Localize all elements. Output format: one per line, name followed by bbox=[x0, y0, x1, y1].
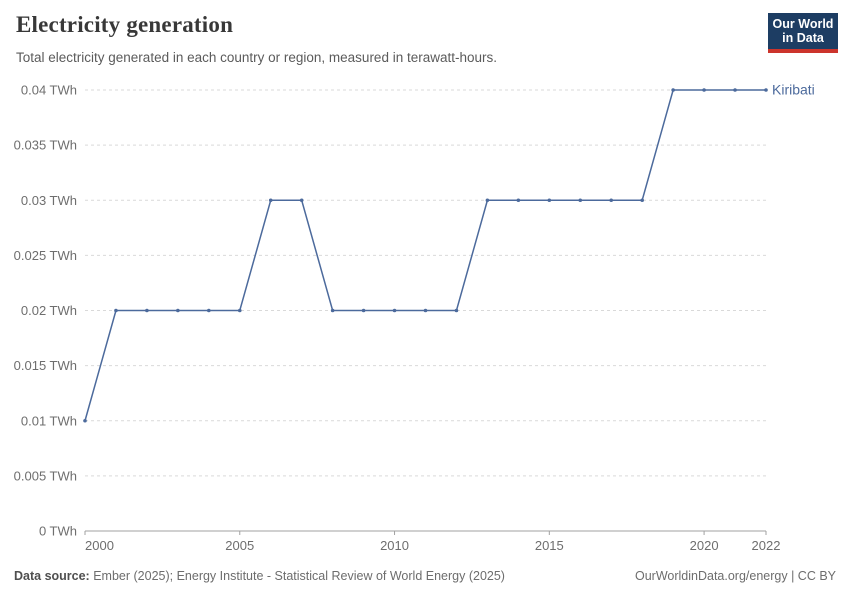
data-point[interactable] bbox=[640, 198, 644, 203]
y-tick-label: 0.04 TWh bbox=[21, 83, 77, 98]
y-tick-label: 0.025 TWh bbox=[14, 248, 77, 263]
page-title: Electricity generation bbox=[16, 12, 234, 37]
x-tick-label: 2015 bbox=[535, 538, 564, 553]
x-tick-label: 2020 bbox=[690, 538, 719, 553]
data-source-label: Data source: bbox=[14, 569, 90, 583]
license-note: OurWorldinData.org/energy | CC BY bbox=[634, 569, 836, 583]
data-point[interactable] bbox=[330, 308, 335, 313]
y-tick-label: 0.005 TWh bbox=[14, 468, 77, 483]
data-source-note: Data source: Ember (2025); Energy Instit… bbox=[14, 569, 505, 583]
data-point[interactable] bbox=[207, 308, 211, 313]
data-point[interactable] bbox=[145, 308, 149, 313]
data-point[interactable] bbox=[485, 198, 490, 203]
data-point[interactable] bbox=[671, 88, 675, 92]
data-point[interactable] bbox=[83, 418, 87, 423]
y-tick-label: 0 TWh bbox=[39, 524, 77, 539]
data-point[interactable] bbox=[516, 198, 521, 203]
x-tick-label: 2010 bbox=[380, 538, 409, 553]
series-end-label[interactable]: Kiribati bbox=[772, 82, 815, 98]
data-point[interactable] bbox=[702, 88, 706, 92]
y-tick-label: 0.02 TWh bbox=[21, 303, 77, 318]
y-tick-label: 0.015 TWh bbox=[14, 358, 77, 373]
data-point[interactable] bbox=[176, 308, 180, 313]
chart-footer: Data source: Ember (2025); Energy Instit… bbox=[14, 569, 836, 583]
data-point[interactable] bbox=[547, 198, 552, 203]
x-tick-label: 2022 bbox=[752, 538, 781, 553]
data-source-text: Ember (2025); Energy Institute - Statist… bbox=[89, 569, 505, 583]
y-tick-label: 0.035 TWh bbox=[14, 138, 77, 153]
data-point[interactable] bbox=[733, 88, 737, 92]
data-point[interactable] bbox=[764, 88, 768, 92]
y-tick-label: 0.03 TWh bbox=[21, 193, 77, 208]
owid-logo-line1: Our World bbox=[772, 17, 834, 31]
y-tick-label: 0.01 TWh bbox=[21, 413, 77, 428]
data-point[interactable] bbox=[299, 198, 304, 203]
data-point[interactable] bbox=[392, 308, 397, 313]
owid-logo-line2: in Data bbox=[782, 31, 824, 45]
data-point[interactable] bbox=[361, 308, 366, 313]
page-subtitle: Total electricity generated in each coun… bbox=[16, 50, 497, 65]
data-point[interactable] bbox=[423, 308, 428, 313]
data-point[interactable] bbox=[609, 198, 614, 203]
x-tick-label: 2005 bbox=[225, 538, 254, 553]
data-point[interactable] bbox=[578, 198, 583, 203]
data-point[interactable] bbox=[454, 308, 459, 313]
data-point[interactable] bbox=[268, 198, 273, 203]
data-point[interactable] bbox=[237, 308, 242, 313]
owid-logo[interactable]: Our World in Data bbox=[768, 13, 838, 53]
data-point[interactable] bbox=[114, 308, 118, 313]
x-tick-label: 2000 bbox=[85, 538, 114, 553]
